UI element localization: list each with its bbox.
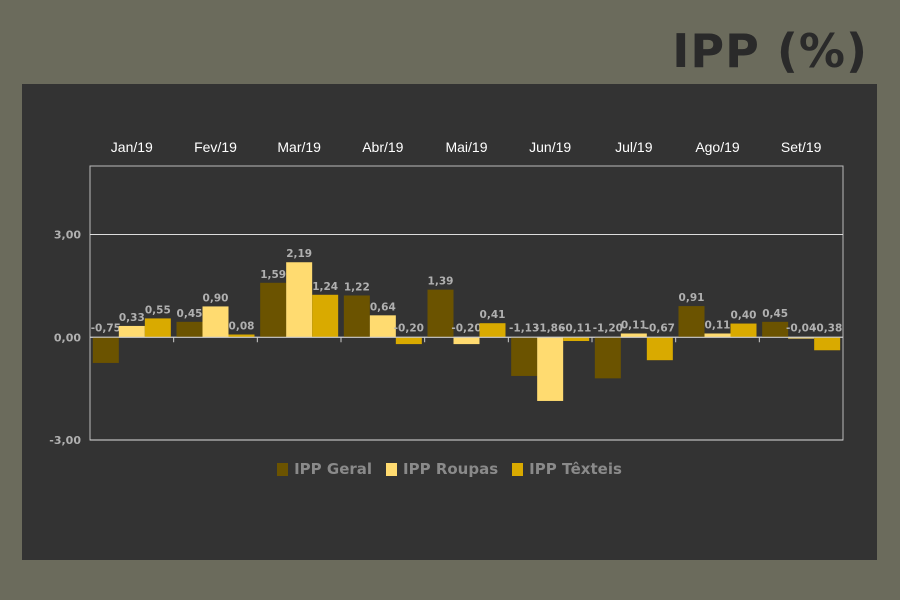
bar <box>646 337 673 361</box>
bar <box>511 337 538 376</box>
category-label: Abr/19 <box>362 139 404 155</box>
data-label: 1,59 <box>260 269 286 281</box>
data-label: 0,45 <box>177 308 203 320</box>
bar <box>453 337 480 345</box>
legend: IPP Geral IPP Roupas IPP Têxteis <box>22 460 877 478</box>
bar <box>678 306 705 338</box>
bar <box>788 337 815 339</box>
legend-label: IPP Roupas <box>403 460 499 478</box>
bar <box>563 337 590 342</box>
bar <box>118 325 145 338</box>
bar <box>312 294 339 338</box>
bar <box>92 337 119 363</box>
legend-label: IPP Geral <box>294 460 373 478</box>
data-label: 0,33 <box>119 312 145 324</box>
y-tick-label: 0,00 <box>54 331 81 344</box>
category-label: Set/19 <box>780 139 822 155</box>
legend-swatch <box>277 462 289 476</box>
bar <box>176 321 203 338</box>
data-label: -0,38 <box>812 322 842 334</box>
bar <box>144 318 171 338</box>
data-label: 1,39 <box>428 276 454 288</box>
bar <box>762 321 789 338</box>
bar <box>202 306 229 338</box>
y-tick-label: 3,00 <box>54 229 81 242</box>
data-label: 0,55 <box>145 304 171 316</box>
data-label: -0,75 <box>91 322 121 334</box>
bar <box>620 333 647 338</box>
chart-panel: Jan/19 Fev/19 Mar/19 Abr/19 Mai/19 Jun/19 Jul/… <box>22 84 877 560</box>
data-label: -1,86 <box>535 322 565 334</box>
bar <box>395 337 422 345</box>
data-label: 0,41 <box>480 309 506 321</box>
legend-swatch <box>386 462 398 476</box>
legend-swatch <box>512 462 524 476</box>
data-label: -0,11 <box>561 322 591 334</box>
data-label: 0,11 <box>621 319 647 331</box>
category-label: Mai/19 <box>445 139 488 155</box>
page-title: IPP (%) <box>672 24 868 78</box>
bar <box>427 289 454 338</box>
data-label: 1,24 <box>312 281 338 293</box>
category-label: Jul/19 <box>615 139 653 155</box>
data-label: -0,20 <box>451 322 481 334</box>
data-label: -1,20 <box>593 322 623 334</box>
data-label: 0,40 <box>731 310 757 322</box>
bar <box>730 323 757 338</box>
legend-item: IPP Têxteis <box>512 460 622 478</box>
category-label: Mar/19 <box>277 139 321 155</box>
category-label: Jan/19 <box>110 139 153 155</box>
bar <box>228 334 255 338</box>
bar <box>704 333 731 338</box>
bar <box>369 315 396 338</box>
data-label: 0,45 <box>762 308 788 320</box>
bar-chart: 3,000,00-3,00-0,750,330,55 0,450,900,081,… <box>49 165 844 447</box>
category-label: Jun/19 <box>529 139 572 155</box>
legend-item: IPP Roupas <box>386 460 498 478</box>
data-label: 1,22 <box>344 281 370 293</box>
bar <box>479 323 506 338</box>
y-tick-label: -3,00 <box>49 434 81 447</box>
bar <box>537 337 564 401</box>
data-label: 0,11 <box>705 319 731 331</box>
bar <box>286 262 313 338</box>
data-label: -0,20 <box>394 322 424 334</box>
bar <box>814 337 841 351</box>
data-label: -0,04 <box>786 322 816 334</box>
data-label: 0,64 <box>370 301 396 313</box>
category-label: Ago/19 <box>695 139 740 155</box>
bar <box>343 295 370 338</box>
data-label: -0,67 <box>645 322 675 334</box>
data-label: 0,91 <box>679 292 705 304</box>
data-label: -1,13 <box>509 322 539 334</box>
bar <box>260 282 287 338</box>
data-label: 0,90 <box>203 292 229 304</box>
legend-item: IPP Geral <box>277 460 372 478</box>
data-label: 2,19 <box>286 248 312 260</box>
legend-label: IPP Têxteis <box>529 460 622 478</box>
data-label: 0,08 <box>229 321 255 333</box>
category-label: Fev/19 <box>194 139 237 155</box>
bar <box>594 337 621 379</box>
